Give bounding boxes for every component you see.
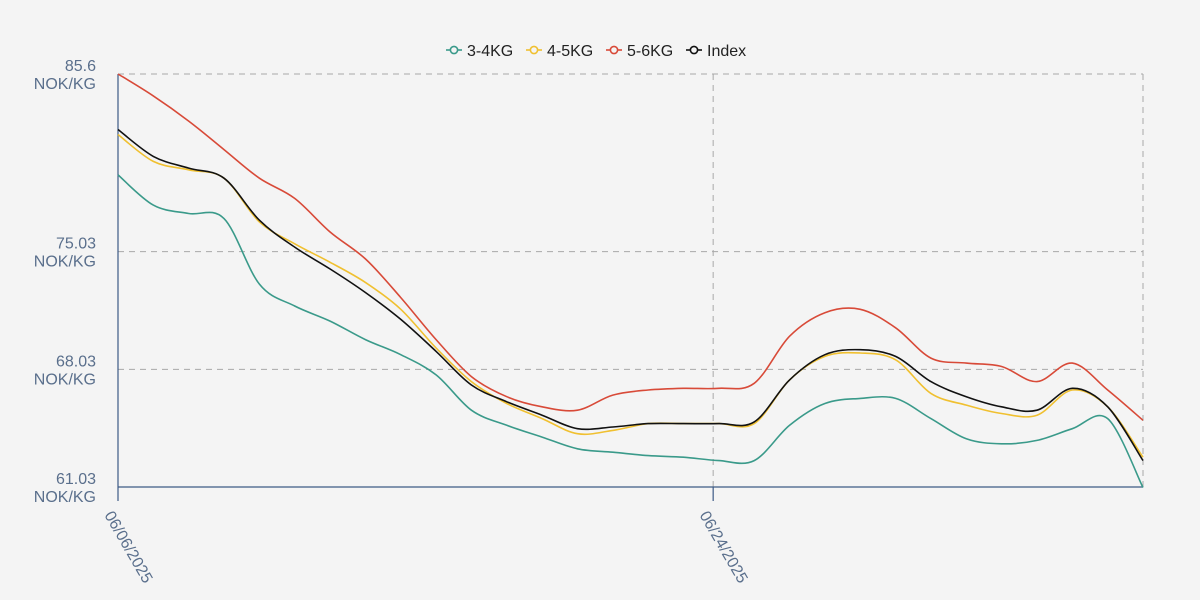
y-tick-label: 61.03 [56, 471, 96, 488]
legend-item-4-5kg[interactable]: 4-5KG [526, 43, 593, 60]
y-tick-unit: NOK/KG [34, 254, 96, 271]
legend-label: 4-5KG [547, 43, 593, 60]
y-axis-tick-labels: 85.6NOK/KG75.03NOK/KG68.03NOK/KG61.03NOK… [34, 58, 96, 506]
series-line-5-6kg [117, 73, 1144, 421]
series-line-3-4kg [117, 174, 1144, 488]
y-tick-unit: NOK/KG [34, 489, 96, 506]
x-tick-label: 06/06/2025 [101, 509, 156, 587]
series-line-4-5kg [117, 133, 1144, 458]
legend-item-index[interactable]: Index [686, 43, 746, 60]
legend-swatch-marker [609, 45, 619, 55]
grid-lines [118, 73, 1144, 487]
y-tick-unit: NOK/KG [34, 371, 96, 388]
legend-swatch-marker [449, 45, 459, 55]
legend-label: 3-4KG [467, 43, 513, 60]
y-tick-label: 68.03 [56, 353, 96, 370]
legend-item-5-6kg[interactable]: 5-6KG [606, 43, 673, 60]
y-tick-label: 75.03 [56, 236, 96, 253]
legend-swatch-marker [529, 45, 539, 55]
series-lines [117, 73, 1144, 488]
y-tick-label: 85.6 [65, 58, 96, 75]
legend-item-3-4kg[interactable]: 3-4KG [446, 43, 513, 60]
y-tick-unit: NOK/KG [34, 76, 96, 93]
legend[interactable]: 3-4KG 4-5KG 5-6KG Index [446, 43, 746, 60]
axes [117, 74, 1143, 501]
x-tick-label: 06/24/2025 [696, 509, 751, 587]
series-line-index [117, 128, 1144, 462]
x-axis-tick-labels: 06/06/2025 06/24/2025 [101, 509, 751, 587]
legend-label: Index [707, 43, 746, 60]
legend-swatch-marker [689, 45, 699, 55]
legend-label: 5-6KG [627, 43, 673, 60]
